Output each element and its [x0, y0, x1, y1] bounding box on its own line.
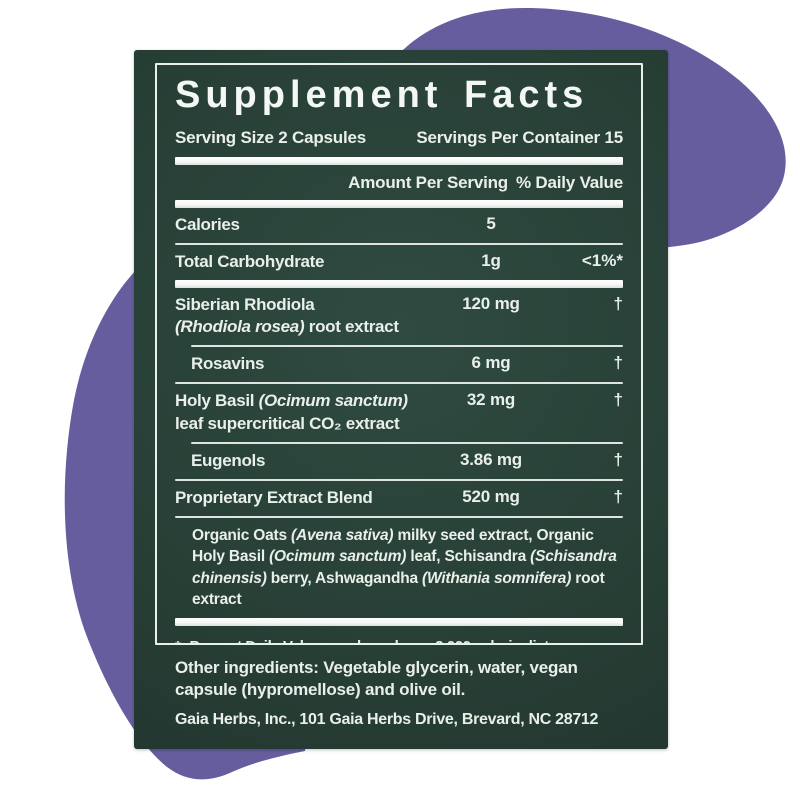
serving-info-row: Serving Size 2 Capsules Servings Per Con… — [175, 128, 623, 148]
row-daily-value: † — [613, 294, 623, 314]
asterisk-symbol: * — [175, 636, 181, 643]
row-daily-value: † — [613, 390, 623, 410]
divider-bar — [175, 280, 623, 289]
row-name: Calories — [175, 215, 240, 234]
footnote-text: Percent Daily Values are based on a 2,00… — [189, 636, 553, 643]
supplement-facts-label: Supplement Facts Serving Size 2 Capsules… — [134, 50, 668, 749]
label-inner-border: Supplement Facts Serving Size 2 Capsules… — [155, 63, 643, 645]
row-amount: 1g — [481, 251, 501, 271]
row-amount: 3.86 mg — [460, 449, 522, 469]
botanical-name: (Rhodiola rosea) — [175, 317, 305, 337]
table-row-total-carbohydrate: Total Carbohydrate 1g <1%* — [175, 245, 623, 280]
footnotes: * Percent Daily Values are based on a 2,… — [175, 636, 623, 643]
row-name-line1: Holy Basil — [175, 391, 259, 411]
row-daily-value: <1%* — [581, 251, 623, 271]
row-name: Total Carbohydrate — [175, 252, 325, 272]
row-separator-indented — [191, 345, 623, 348]
row-name: Siberian Rhodiola (Rhodiola rosea) root … — [175, 294, 425, 338]
table-row-proprietary-blend: Proprietary Extract Blend 520 mg † — [175, 481, 623, 516]
row-separator — [175, 382, 623, 385]
blend-text: berry, Ashwagandha — [266, 569, 423, 587]
row-separator — [175, 243, 623, 246]
row-name: Holy Basil (Ocimum sanctum) leaf supercr… — [175, 390, 425, 434]
row-amount: 520 mg — [462, 486, 520, 506]
divider-bar — [175, 200, 623, 208]
botanical-name: (Avena sativa) — [291, 526, 394, 544]
table-row-rosavins: Rosavins 6 mg † — [175, 347, 623, 382]
blend-text: root extract — [192, 569, 605, 608]
blend-text: Organic Oats — [192, 526, 292, 544]
row-amount: 6 mg — [471, 353, 511, 373]
row-amount: 32 mg — [466, 390, 516, 410]
table-row-siberian-rhodiola: Siberian Rhodiola (Rhodiola rosea) root … — [175, 288, 623, 345]
column-header-amount: Amount Per Serving — [348, 173, 508, 192]
row-daily-value: † — [613, 353, 623, 373]
blend-text: leaf, Schisandra — [406, 548, 531, 566]
serving-size: Serving Size 2 Capsules — [175, 128, 366, 147]
row-amount: 5 — [486, 214, 496, 233]
row-name-line2: leaf supercritical CO₂ extract — [175, 413, 400, 433]
row-name: Proprietary Extract Blend — [175, 487, 373, 507]
table-row-eugenols: Eugenols 3.86 mg † — [175, 444, 623, 479]
other-ingredients: Other ingredients: Vegetable glycerin, w… — [175, 658, 578, 700]
row-name: Rosavins — [191, 354, 265, 374]
label-footer: Other ingredients: Vegetable glycerin, w… — [175, 657, 630, 731]
blend-description: Organic Oats (Avena sativa) milky seed e… — [175, 525, 623, 611]
servings-per-container: Servings Per Container 15 — [416, 128, 623, 147]
table-row-calories: Calories 5 — [175, 208, 623, 243]
column-header-daily-value: % Daily Value — [515, 173, 623, 192]
blend-text: milky seed extract, Organic Holy Basil — [192, 526, 594, 566]
botanical-name: (Ocimum sanctum) — [258, 391, 408, 411]
row-name-line2: root extract — [304, 317, 399, 337]
row-daily-value: † — [613, 486, 623, 506]
row-name-line1: Siberian Rhodiola — [175, 295, 315, 315]
botanical-name: (Schisandra chinensis) — [192, 548, 617, 587]
row-separator — [175, 515, 623, 518]
botanical-name: (Withania somnifera) — [422, 569, 572, 587]
divider-bar — [175, 157, 623, 165]
row-daily-value: † — [613, 449, 623, 469]
page-title: Supplement Facts — [175, 74, 589, 116]
divider-bar — [175, 618, 623, 627]
row-amount: 120 mg — [462, 294, 520, 314]
table-row-holy-basil: Holy Basil (Ocimum sanctum) leaf supercr… — [175, 384, 623, 441]
row-separator — [175, 478, 623, 481]
column-header-row: Amount Per Serving % Daily Value — [175, 173, 623, 193]
footnote-percent-daily-value: * Percent Daily Values are based on a 2,… — [175, 636, 623, 643]
manufacturer-address: Gaia Herbs, Inc., 101 Gaia Herbs Drive, … — [175, 711, 599, 729]
row-separator-indented — [191, 441, 623, 444]
row-name: Eugenols — [191, 450, 266, 470]
botanical-name: (Ocimum sanctum) — [269, 548, 407, 566]
